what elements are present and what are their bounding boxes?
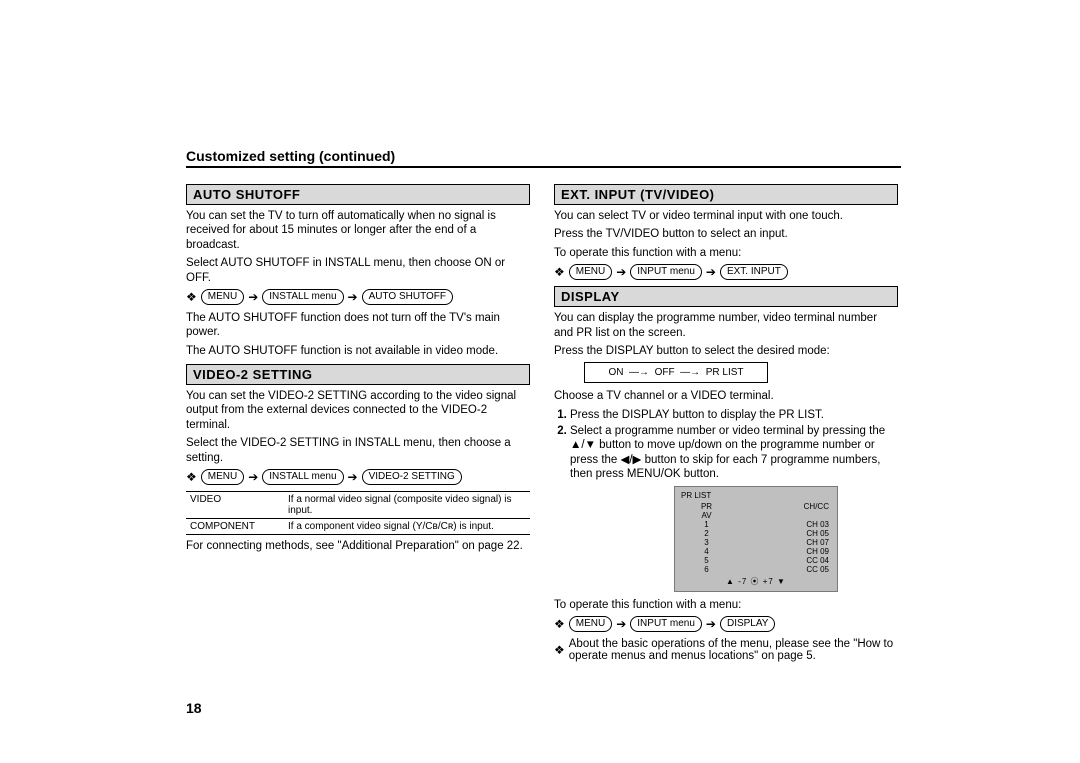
- display-press: Press the DISPLAY button to select the d…: [554, 344, 898, 358]
- display-operate: To operate this function with a menu:: [554, 598, 898, 612]
- section-display-head: DISPLAY: [554, 286, 898, 307]
- columns: AUTO SHUTOFF You can set the TV to turn …: [186, 178, 901, 668]
- auto-shutoff-note1: The AUTO SHUTOFF function does not turn …: [186, 311, 530, 340]
- nav-pill: INSTALL menu: [262, 289, 343, 305]
- nav-pill: MENU: [201, 469, 244, 485]
- arrow-icon: ➔: [706, 618, 716, 630]
- section-auto-shutoff-head: AUTO SHUTOFF: [186, 184, 530, 205]
- prlist-table: PR CH/CC AV 1CH 03 2CH 05 3CH 07 4CH 09 …: [681, 502, 831, 574]
- opt-key: VIDEO: [186, 491, 284, 518]
- display-footnote: ❖ About the basic operations of the menu…: [554, 638, 898, 662]
- right-column: EXT. INPUT (TV/VIDEO) You can select TV …: [554, 178, 898, 668]
- prlist-col-ch: CH/CC: [732, 502, 831, 511]
- page-title: Customized setting (continued): [186, 148, 901, 168]
- auto-shutoff-select: Select AUTO SHUTOFF in INSTALL menu, the…: [186, 256, 530, 285]
- video2-nav: ❖ MENU ➔ INSTALL menu ➔ VIDEO-2 SETTING: [186, 469, 530, 485]
- table-row: VIDEO If a normal video signal (composit…: [186, 491, 530, 518]
- ext-input-press: Press the TV/VIDEO button to select an i…: [554, 227, 898, 241]
- ref-icon: ❖: [554, 265, 565, 279]
- nav-pill: MENU: [201, 289, 244, 305]
- display-choose: Choose a TV channel or a VIDEO terminal.: [554, 389, 898, 403]
- auto-shutoff-note2: The AUTO SHUTOFF function is not availab…: [186, 344, 530, 358]
- arrow-icon: ➔: [616, 266, 626, 278]
- prlist-header: PR CH/CC: [681, 502, 831, 511]
- display-steps: Press the DISPLAY button to display the …: [554, 408, 898, 482]
- display-desc: You can display the programme number, vi…: [554, 311, 898, 340]
- ref-icon: ❖: [186, 290, 197, 304]
- diag-prlist: PR LIST: [706, 367, 744, 378]
- opt-val: If a normal video signal (composite vide…: [284, 491, 530, 518]
- prlist-row: 3CH 07: [681, 538, 831, 547]
- step-2: Select a programme number or video termi…: [570, 424, 898, 482]
- nav-pill: VIDEO-2 SETTING: [362, 469, 462, 485]
- prlist-row: 2CH 05: [681, 529, 831, 538]
- nav-pill: DISPLAY: [720, 616, 776, 632]
- nav-pill: AUTO SHUTOFF: [362, 289, 453, 305]
- diag-off: OFF: [655, 367, 675, 378]
- video2-footnote: For connecting methods, see "Additional …: [186, 539, 530, 553]
- prlist-row: 1CH 03: [681, 520, 831, 529]
- ref-icon: ❖: [554, 617, 565, 631]
- arrow-icon: ➔: [248, 291, 258, 303]
- auto-shutoff-desc: You can set the TV to turn off automatic…: [186, 209, 530, 252]
- nav-pill: INPUT menu: [630, 264, 702, 280]
- opt-val: If a component video signal (Y/Cʙ/Cʀ) is…: [284, 518, 530, 534]
- arrow-icon: ➔: [616, 618, 626, 630]
- nav-pill: INPUT menu: [630, 616, 702, 632]
- ext-input-desc: You can select TV or video terminal inpu…: [554, 209, 898, 223]
- video2-options-table: VIDEO If a normal video signal (composit…: [186, 491, 530, 535]
- page-number: 18: [186, 700, 202, 716]
- auto-shutoff-nav: ❖ MENU ➔ INSTALL menu ➔ AUTO SHUTOFF: [186, 289, 530, 305]
- nav-pill: MENU: [569, 264, 612, 280]
- display-nav: ❖ MENU ➔ INPUT menu ➔ DISPLAY: [554, 616, 898, 632]
- manual-page: Customized setting (continued) AUTO SHUT…: [186, 148, 901, 668]
- prlist-row: 6CC 05: [681, 565, 831, 574]
- prlist-footer: ▲ -7 ⦿ +7 ▼: [681, 576, 831, 587]
- video2-desc: You can set the VIDEO-2 SETTING accordin…: [186, 389, 530, 432]
- prlist-row: 5CC 04: [681, 556, 831, 565]
- prlist-col-pr: PR: [681, 502, 732, 511]
- step-1: Press the DISPLAY button to display the …: [570, 408, 898, 422]
- display-mode-diagram: ON ―→ OFF ―→ PR LIST: [584, 362, 768, 383]
- display-note-text: About the basic operations of the menu, …: [569, 638, 898, 662]
- pr-list-screen: PR LIST PR CH/CC AV 1CH 03 2CH 05 3CH 07…: [674, 486, 838, 592]
- arrow-icon: ➔: [706, 266, 716, 278]
- nav-pill: INSTALL menu: [262, 469, 343, 485]
- arrow-icon: ➔: [348, 291, 358, 303]
- prlist-row: AV: [681, 511, 831, 520]
- ext-input-nav: ❖ MENU ➔ INPUT menu ➔ EXT. INPUT: [554, 264, 898, 280]
- prlist-title: PR LIST: [681, 491, 831, 500]
- arrow-icon: ➔: [348, 471, 358, 483]
- nav-pill: EXT. INPUT: [720, 264, 788, 280]
- opt-key: COMPONENT: [186, 518, 284, 534]
- left-column: AUTO SHUTOFF You can set the TV to turn …: [186, 178, 530, 668]
- nav-pill: MENU: [569, 616, 612, 632]
- prlist-row: 4CH 09: [681, 547, 831, 556]
- section-ext-input-head: EXT. INPUT (TV/VIDEO): [554, 184, 898, 205]
- table-row: COMPONENT If a component video signal (Y…: [186, 518, 530, 534]
- section-video2-head: VIDEO-2 SETTING: [186, 364, 530, 385]
- ref-icon: ❖: [554, 643, 565, 657]
- ext-input-operate: To operate this function with a menu:: [554, 246, 898, 260]
- video2-select: Select the VIDEO-2 SETTING in INSTALL me…: [186, 436, 530, 465]
- ref-icon: ❖: [186, 470, 197, 484]
- diag-on: ON: [608, 367, 623, 378]
- arrow-icon: ➔: [248, 471, 258, 483]
